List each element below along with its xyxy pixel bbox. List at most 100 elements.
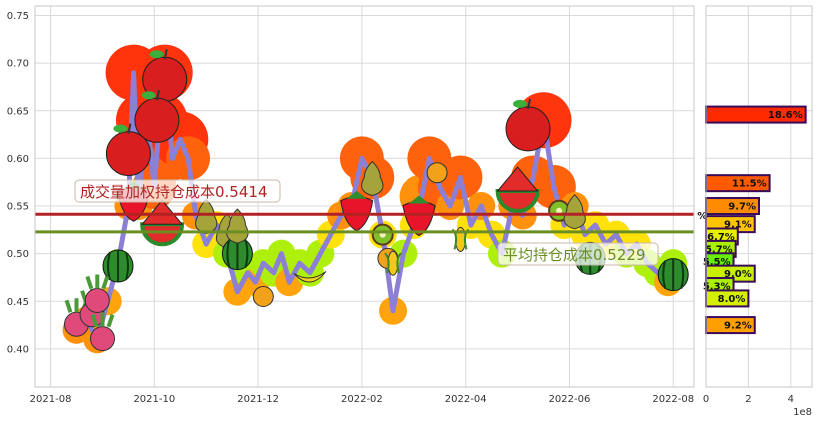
distribution-bar-label: 5.7% bbox=[705, 244, 733, 255]
y-tick-label: 0.65 bbox=[7, 106, 29, 117]
y-tick-label: 0.55 bbox=[7, 202, 29, 213]
annotation-label: 平均持仓成本0.5229 bbox=[503, 246, 646, 264]
distribution-bar-label: 9.7% bbox=[728, 202, 756, 213]
distribution-bar-label: 18.6% bbox=[768, 110, 803, 121]
watermelon-slice bbox=[495, 189, 540, 213]
apple-body bbox=[505, 106, 551, 152]
watermelon-icon bbox=[140, 199, 185, 247]
orange-icon bbox=[426, 162, 448, 184]
price-point bbox=[246, 271, 250, 275]
distribution-bar-label: 9.2% bbox=[724, 321, 752, 332]
melon-icon bbox=[657, 258, 689, 292]
apple-icon bbox=[105, 123, 151, 177]
apple-icon bbox=[505, 98, 551, 152]
price-point bbox=[427, 156, 431, 160]
price-point bbox=[614, 233, 618, 237]
price-point bbox=[593, 223, 597, 227]
main-plot-frame bbox=[34, 5, 695, 388]
kiwi-icon bbox=[548, 199, 571, 222]
apple-leaf bbox=[113, 124, 128, 133]
side-x-tick-label: 2 bbox=[745, 394, 751, 405]
kiwi-core bbox=[556, 207, 563, 214]
side-x-tick-label: 4 bbox=[788, 394, 794, 405]
orange-icon bbox=[252, 286, 274, 307]
apple-body bbox=[105, 131, 151, 177]
price-point bbox=[458, 175, 462, 179]
price-point bbox=[279, 252, 283, 256]
y-tick-label: 0.40 bbox=[7, 344, 29, 355]
price-point bbox=[178, 137, 182, 141]
pear-icon bbox=[195, 198, 218, 235]
price-point bbox=[401, 252, 405, 256]
distribution-bar-label: 8.0% bbox=[718, 294, 746, 305]
pear-body bbox=[226, 208, 249, 244]
y-tick-label: 0.45 bbox=[7, 297, 29, 308]
watermelon-icon bbox=[495, 166, 540, 213]
price-point bbox=[391, 309, 395, 313]
apple-icon bbox=[142, 49, 188, 102]
price-point bbox=[318, 252, 322, 256]
price-point bbox=[552, 185, 556, 189]
fruit-markers bbox=[64, 49, 689, 352]
radish-icon bbox=[90, 312, 115, 352]
annotation-label: 成交量加权持仓成本0.5414 bbox=[80, 183, 268, 201]
price-point bbox=[469, 223, 473, 227]
x-tick-label: 2021-10 bbox=[133, 394, 175, 405]
radish-leaves bbox=[85, 274, 110, 290]
pear-body bbox=[563, 194, 586, 230]
pear-icon bbox=[563, 194, 586, 230]
price-point bbox=[490, 233, 494, 237]
annotation-box bbox=[74, 179, 281, 203]
apple-stem bbox=[127, 123, 132, 134]
y-tick-label: 0.75 bbox=[7, 11, 29, 22]
radish-icon bbox=[84, 274, 110, 313]
distribution-bar-label: 5.5% bbox=[703, 257, 731, 268]
corn-icon bbox=[384, 250, 402, 276]
price-point bbox=[171, 156, 175, 160]
price-point bbox=[479, 204, 483, 208]
price-point bbox=[235, 290, 239, 294]
price-point bbox=[272, 271, 276, 275]
distribution-bar-label: % bbox=[697, 211, 707, 222]
pear-icon bbox=[361, 160, 384, 197]
price-point bbox=[261, 261, 265, 265]
pear-body bbox=[361, 160, 384, 197]
apple-icon bbox=[134, 90, 180, 143]
apple-stem bbox=[163, 49, 168, 60]
price-point bbox=[360, 156, 364, 160]
y-tick-label: 0.60 bbox=[7, 154, 29, 165]
price-point bbox=[448, 204, 452, 208]
apple-stem bbox=[527, 98, 531, 110]
x-tick-label: 2021-12 bbox=[237, 394, 279, 405]
price-point bbox=[329, 233, 333, 237]
x-tick-label: 2022-04 bbox=[445, 394, 487, 405]
price-point bbox=[562, 223, 566, 227]
x-tick-label: 2021-08 bbox=[30, 394, 72, 405]
corn-husk bbox=[384, 252, 402, 274]
kiwi-icon bbox=[371, 223, 394, 246]
strawberry-leaves bbox=[346, 190, 367, 199]
price-point bbox=[186, 156, 190, 160]
banana-body bbox=[293, 271, 327, 283]
distribution-bar-label: 9.1% bbox=[724, 220, 752, 231]
y-tick-label: 0.50 bbox=[7, 249, 29, 260]
strawberry-leaves bbox=[409, 195, 429, 204]
side-plot-frame bbox=[705, 5, 813, 388]
watermelon-wedge bbox=[141, 199, 184, 225]
side-x-scale-label: 1e8 bbox=[793, 407, 812, 418]
price-point bbox=[132, 71, 136, 75]
melon-stripes bbox=[107, 250, 129, 282]
orange-body bbox=[426, 162, 448, 184]
side-x-tick-label: 0 bbox=[703, 394, 709, 405]
distribution-bar-label: 11.5% bbox=[732, 179, 767, 190]
x-tick-label: 2022-06 bbox=[549, 394, 591, 405]
price-point bbox=[204, 242, 208, 246]
apple-stem bbox=[155, 90, 160, 101]
x-tick-label: 2022-02 bbox=[341, 394, 383, 405]
radish-leaves bbox=[90, 312, 115, 328]
strawberry-icon bbox=[402, 195, 436, 237]
price-point bbox=[287, 280, 291, 284]
x-tick-label: 2022-08 bbox=[652, 394, 694, 405]
